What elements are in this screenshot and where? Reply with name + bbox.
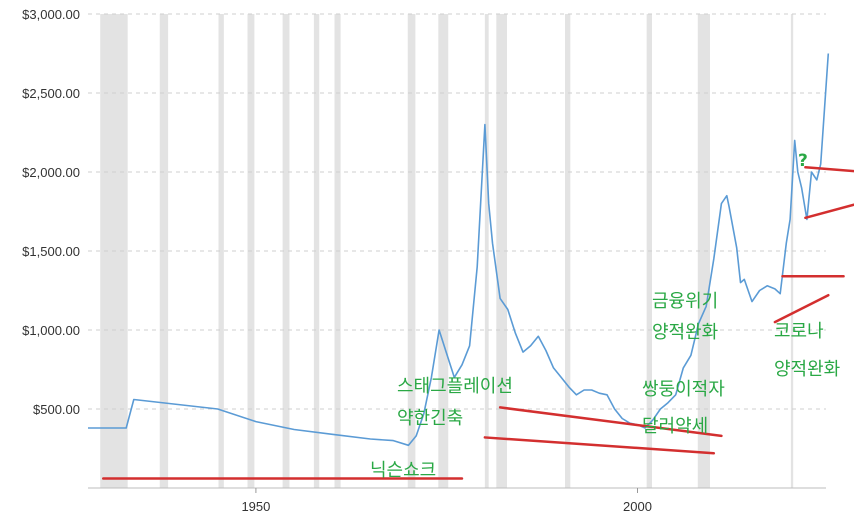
- annotation-stagflation: 스태그플레이션: [397, 376, 513, 397]
- annotations: 닉슨쇼크 스태그플레이션 약한긴축 금융위기 양적완화 쌍둥이적자 달러약세 코…: [370, 151, 840, 481]
- x-tick-label: 1950: [241, 499, 270, 514]
- price-line: [88, 53, 830, 447]
- trend-line: [483, 436, 716, 455]
- trend-line: [804, 166, 854, 173]
- annotation-qe-2: 양적완화: [774, 359, 840, 380]
- price-series: [88, 53, 830, 447]
- annotation-corona: 코로나: [774, 321, 824, 342]
- recession-band: [313, 14, 320, 488]
- annotation-question-mark: ?: [798, 151, 808, 171]
- annotation-twin-deficit: 쌍둥이적자: [642, 379, 725, 400]
- recession-band: [218, 14, 224, 488]
- annotation-qe-1: 양적완화: [652, 322, 718, 343]
- axes: $500.00 $1,000.00 $1,500.00 $2,000.00 $2,500…: [22, 7, 826, 514]
- y-tick-label: $1,500.00: [22, 244, 80, 259]
- gridlines: [88, 13, 826, 410]
- annotation-nixon-shock: 닉슨쇼크: [370, 460, 436, 481]
- recession-band: [484, 14, 489, 488]
- x-tick-label: 2000: [623, 499, 652, 514]
- y-tick-label: $2,000.00: [22, 165, 80, 180]
- recession-band: [564, 14, 571, 488]
- y-tick-label: $3,000.00: [22, 7, 80, 22]
- annotation-financial-crisis: 금융위기: [652, 291, 718, 312]
- trend-line: [773, 293, 830, 324]
- recession-band: [282, 14, 290, 488]
- recession-band: [496, 14, 507, 488]
- y-tick-label: $1,000.00: [22, 323, 80, 338]
- annotation-weak-tightening: 약한긴축: [397, 408, 463, 429]
- recession-band: [697, 14, 710, 488]
- trend-line: [804, 203, 854, 220]
- y-tick-label: $2,500.00: [22, 86, 80, 101]
- trend-lines: [102, 166, 854, 480]
- y-tick-label: $500.00: [33, 402, 80, 417]
- trend-line: [498, 406, 723, 438]
- annotation-dollar-weakness: 달러약세: [642, 416, 708, 437]
